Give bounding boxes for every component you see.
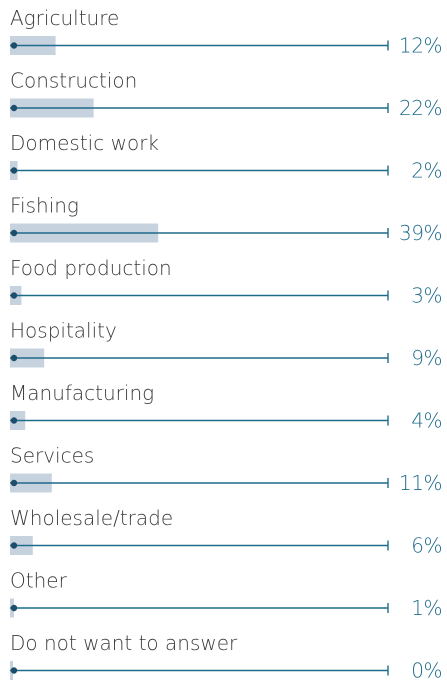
row-start-dot xyxy=(10,167,18,174)
row-start-dot xyxy=(10,229,18,237)
value-label: 2% xyxy=(411,159,442,183)
category-label: Other xyxy=(10,569,68,593)
row-start-dot xyxy=(10,354,18,362)
category-label: Domestic work xyxy=(10,131,159,155)
value-label: 39% xyxy=(399,221,442,245)
row-start-dot xyxy=(10,42,18,49)
value-label: 22% xyxy=(399,96,442,120)
category-label: Construction xyxy=(10,69,137,93)
value-label: 4% xyxy=(411,409,442,433)
value-label: 0% xyxy=(411,659,442,683)
category-label: Fishing xyxy=(10,194,79,218)
row-start-dot xyxy=(10,479,18,487)
value-label: 6% xyxy=(411,534,442,558)
row-start-dot xyxy=(10,292,18,299)
category-label: Do not want to answer xyxy=(10,631,238,655)
row-start-dot xyxy=(10,604,18,612)
value-label: 11% xyxy=(399,471,442,495)
category-label: Hospitality xyxy=(10,319,117,343)
value-label: 12% xyxy=(399,34,442,58)
row-start-dot xyxy=(10,542,18,549)
row-start-dot xyxy=(10,417,18,424)
category-label: Wholesale/trade xyxy=(10,506,173,530)
row-start-dot xyxy=(10,104,18,112)
value-label: 1% xyxy=(411,596,442,620)
category-label: Agriculture xyxy=(10,6,119,30)
row-start-dot xyxy=(10,667,18,674)
value-label: 3% xyxy=(411,284,442,308)
category-label: Services xyxy=(10,444,94,468)
value-label: 9% xyxy=(411,346,442,370)
category-label: Manufacturing xyxy=(10,381,154,405)
category-label: Food production xyxy=(10,256,172,280)
